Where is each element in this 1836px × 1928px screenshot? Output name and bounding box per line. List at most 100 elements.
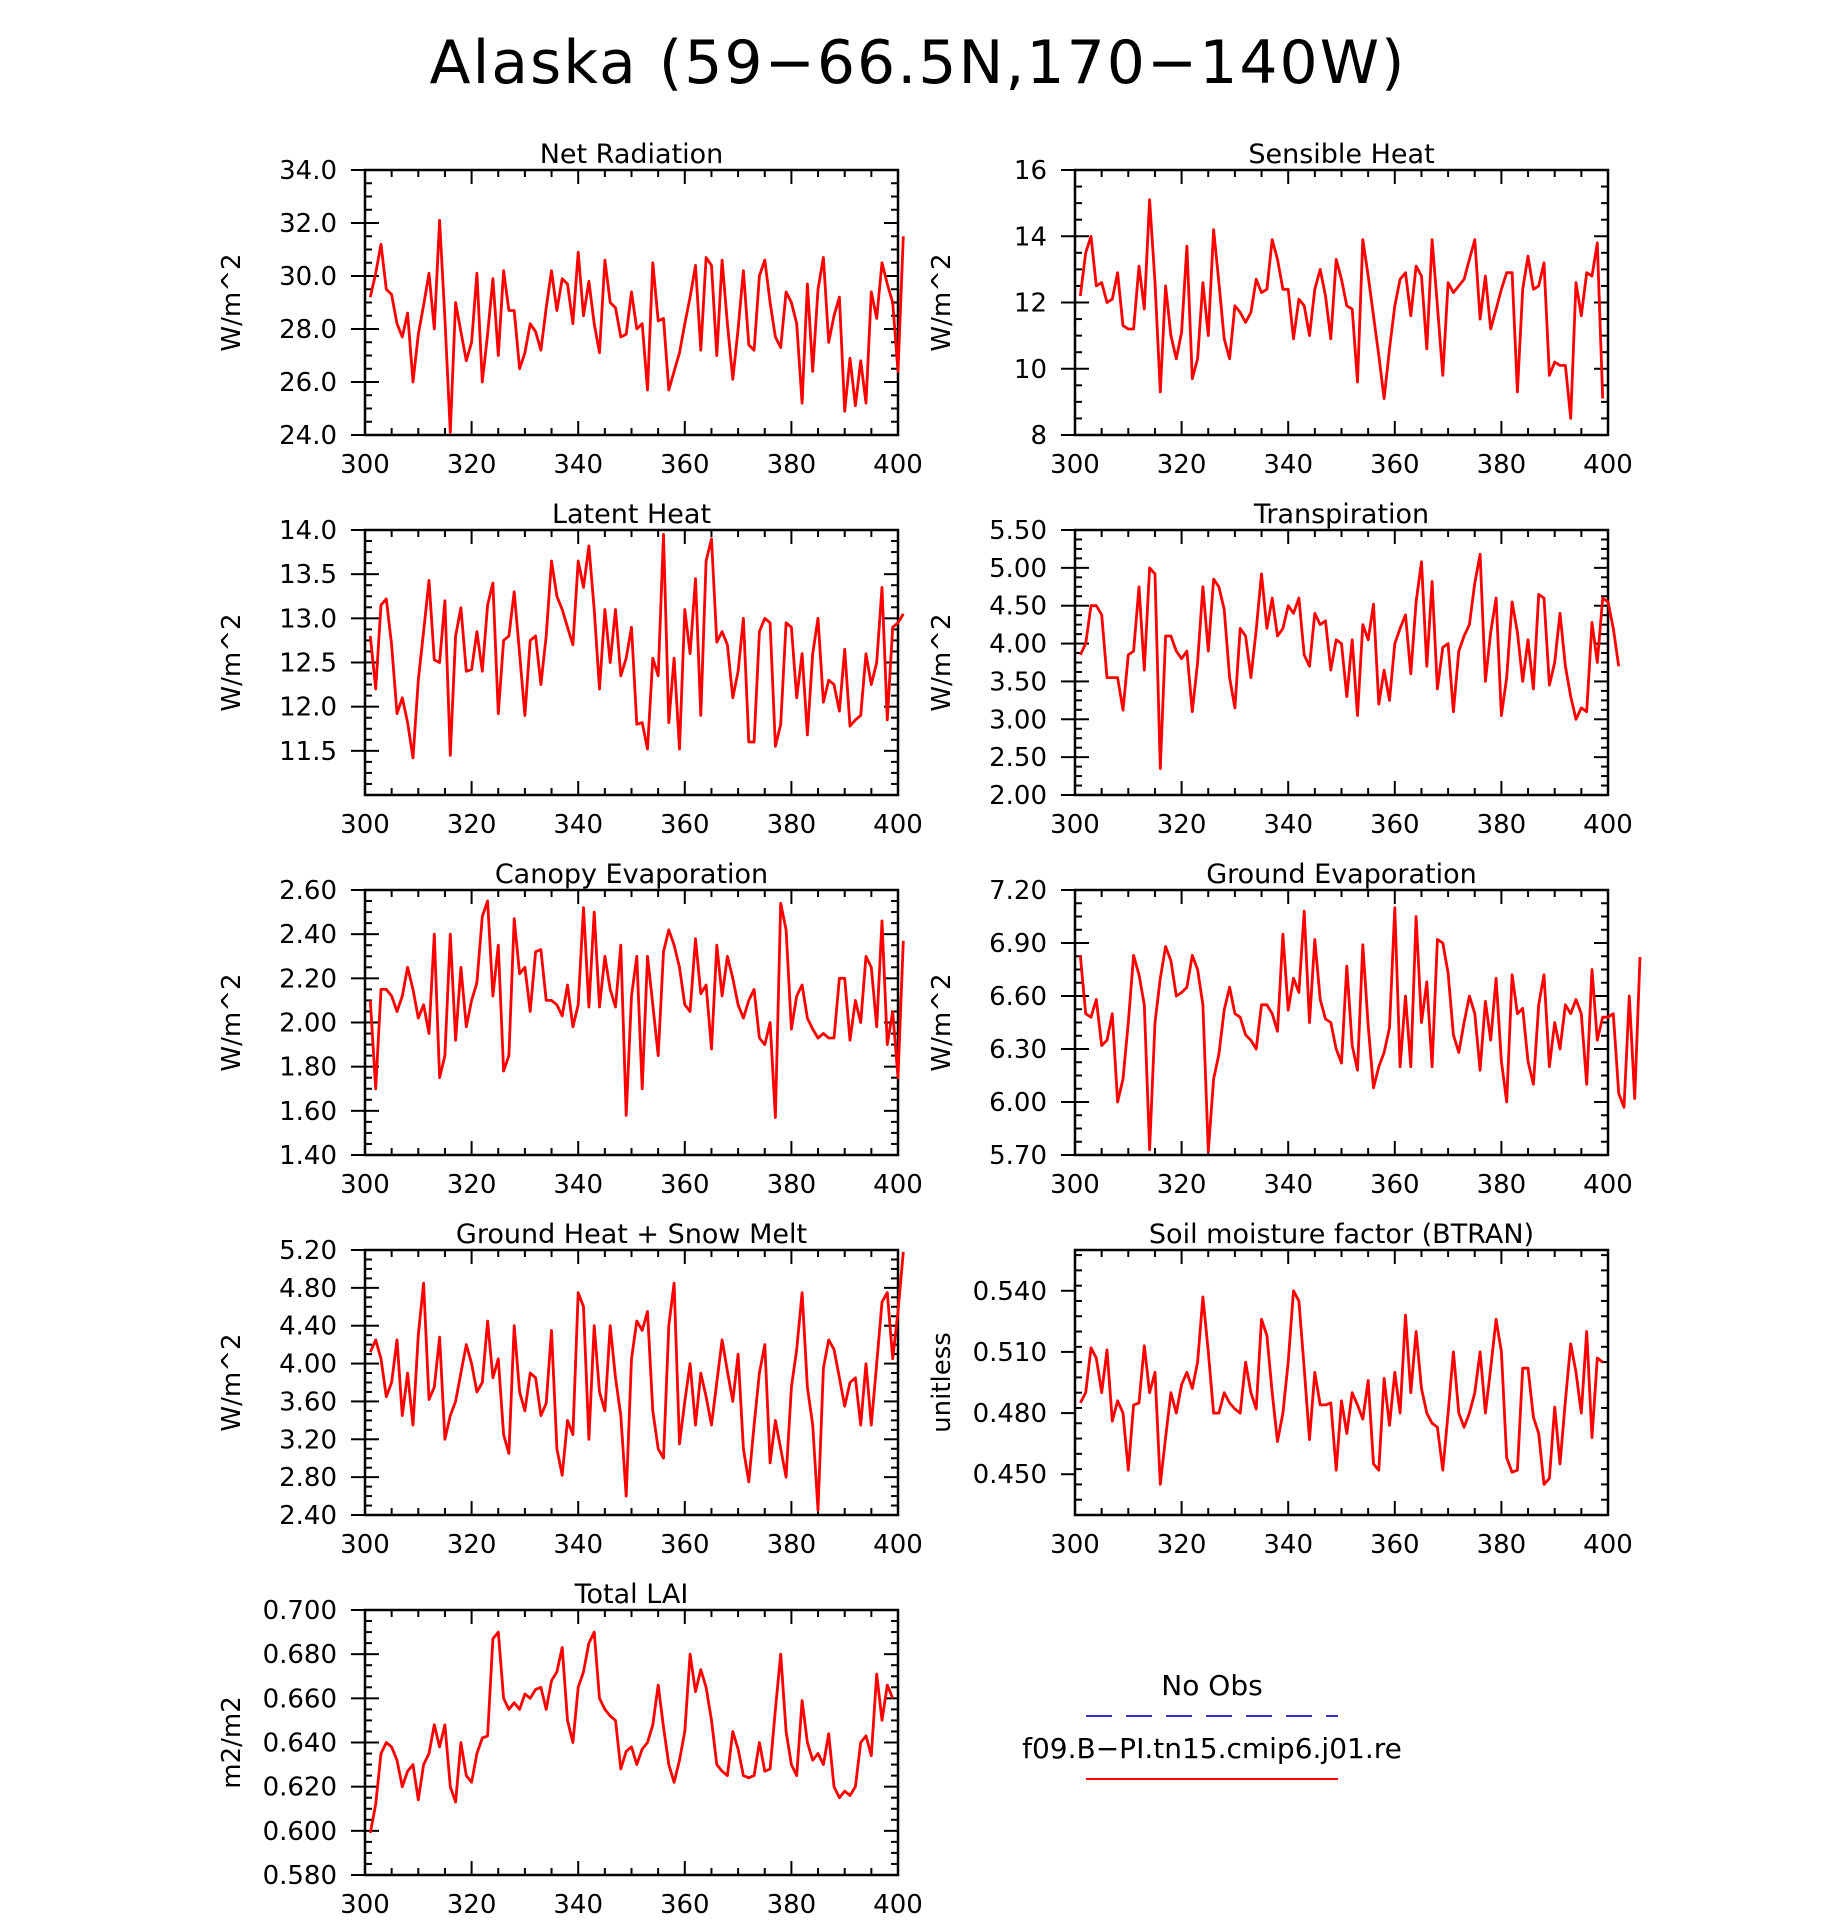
series-line [368,899,905,1119]
x-tick-label: 300 [340,1170,390,1200]
y-axis-label: W/m^2 [217,1333,247,1431]
x-tick-label: 300 [340,1530,390,1560]
x-tick-label: 360 [1370,450,1420,480]
y-tick-label: 24.0 [279,421,337,451]
x-tick-label: 300 [340,450,390,480]
legend-obs-label: No Obs [1161,1669,1262,1702]
panel-title: Soil moisture factor (BTRAN) [1149,1219,1534,1250]
y-tick-label: 0.640 [263,1729,337,1759]
x-tick-label: 380 [1477,1170,1527,1200]
y-tick-label: 2.60 [279,876,337,906]
chart-panel: 300 320 340 360 380 400 0.580 0.600 0.620 0.640 0.… [217,1579,923,1920]
x-tick-label: 300 [340,1890,390,1920]
x-tick-label: 340 [553,1530,603,1560]
x-tick-label: 400 [1583,810,1633,840]
chart-panel: 300 320 340 360 380 400 0.450 0.480 0.510 0.540 So… [927,1219,1633,1560]
series-line [1079,552,1621,770]
x-tick-label: 300 [1050,1170,1100,1200]
y-tick-label: 13.5 [279,560,337,590]
y-tick-label: 10 [1014,355,1047,385]
y-tick-label: 14.0 [279,516,337,546]
y-axis-label: unitless [927,1332,957,1433]
y-tick-label: 0.600 [263,1817,337,1847]
x-tick-label: 320 [1157,810,1207,840]
y-tick-label: 7.20 [989,876,1047,906]
x-tick-label: 320 [1157,450,1207,480]
x-tick-label: 340 [1263,810,1313,840]
x-tick-label: 360 [1370,1170,1420,1200]
y-tick-label: 26.0 [279,368,337,398]
x-tick-label: 360 [1370,1530,1420,1560]
x-tick-label: 380 [1477,810,1527,840]
y-tick-label: 6.90 [989,929,1047,959]
x-tick-label: 300 [1050,810,1100,840]
x-tick-label: 320 [1157,1170,1207,1200]
x-tick-label: 380 [1477,450,1527,480]
plot-frame [363,1608,900,1877]
x-tick-label: 360 [1370,810,1420,840]
y-tick-label: 2.40 [279,920,337,950]
series-line [368,533,905,760]
x-tick-label: 380 [767,450,817,480]
y-tick-label: 2.80 [279,1463,337,1493]
y-axis-label: W/m^2 [217,613,247,711]
y-tick-label: 6.30 [989,1035,1047,1065]
y-tick-label: 30.0 [279,262,337,292]
y-tick-label: 1.40 [279,1141,337,1171]
y-tick-label: 12.5 [279,649,337,679]
x-tick-label: 320 [447,450,497,480]
panel-title: Transpiration [1253,499,1429,530]
x-tick-label: 360 [660,810,710,840]
y-tick-label: 3.50 [989,667,1047,697]
y-tick-label: 0.680 [263,1640,337,1670]
plot-frame [363,528,900,797]
y-axis-label: W/m^2 [927,613,957,711]
series-line [369,1251,905,1512]
x-tick-label: 340 [553,1170,603,1200]
x-tick-label: 360 [660,1170,710,1200]
panel-title: Total LAI [574,1579,689,1610]
series-line [368,218,905,434]
x-tick-label: 300 [1050,1530,1100,1560]
chart-panel: 300 320 340 360 380 400 5.70 6.00 6.30 6.60 6.90 7.… [927,859,1642,1200]
x-tick-label: 380 [1477,1530,1527,1560]
chart-panel: 300 320 340 360 380 400 24.0 26.0 28.0 30.0 32.0 34… [217,139,923,480]
y-tick-label: 5.70 [989,1141,1047,1171]
y-tick-label: 5.50 [989,516,1047,546]
x-tick-label: 320 [447,1890,497,1920]
chart-panel: 300 320 340 360 380 400 2.40 2.80 3.20 3.60 4.00 4.… [217,1219,923,1560]
x-tick-label: 340 [1263,1170,1313,1200]
y-tick-label: 12.0 [279,693,337,723]
y-tick-label: 14 [1014,222,1047,252]
series-line [1078,198,1605,420]
series-line [1078,906,1642,1153]
x-tick-label: 320 [447,1530,497,1560]
panel-title: Sensible Heat [1248,139,1434,170]
y-tick-label: 5.00 [989,554,1047,584]
y-tick-label: 0.620 [263,1773,337,1803]
y-tick-label: 4.40 [279,1312,337,1342]
plot-frame [1073,528,1610,797]
x-tick-label: 400 [1583,1170,1633,1200]
y-tick-label: 16 [1014,156,1047,186]
legend-model-label: f09.B−PI.tn15.cmip6.j01.re [1022,1732,1402,1765]
chart-panel: 300 320 340 360 380 400 1.40 1.60 1.80 2.00 2.20 2.… [217,859,923,1200]
chart-panel: 300 320 340 360 380 400 2.00 2.50 3.00 3.50 4.00 4.… [927,499,1633,840]
y-axis-label: m2/m2 [217,1696,247,1789]
x-tick-label: 320 [447,810,497,840]
x-tick-label: 360 [660,1530,710,1560]
y-tick-label: 1.80 [279,1053,337,1083]
y-tick-label: 0.450 [973,1460,1047,1490]
panel-title: Canopy Evaporation [495,859,768,890]
y-axis-label: W/m^2 [217,973,247,1071]
y-tick-label: 2.00 [279,1009,337,1039]
x-tick-label: 400 [1583,1530,1633,1560]
y-tick-label: 4.00 [279,1350,337,1380]
x-tick-label: 340 [553,450,603,480]
x-tick-label: 400 [873,450,923,480]
y-axis-label: W/m^2 [927,253,957,351]
y-tick-label: 2.50 [989,743,1047,773]
x-tick-label: 380 [767,1890,817,1920]
y-tick-label: 28.0 [279,315,337,345]
